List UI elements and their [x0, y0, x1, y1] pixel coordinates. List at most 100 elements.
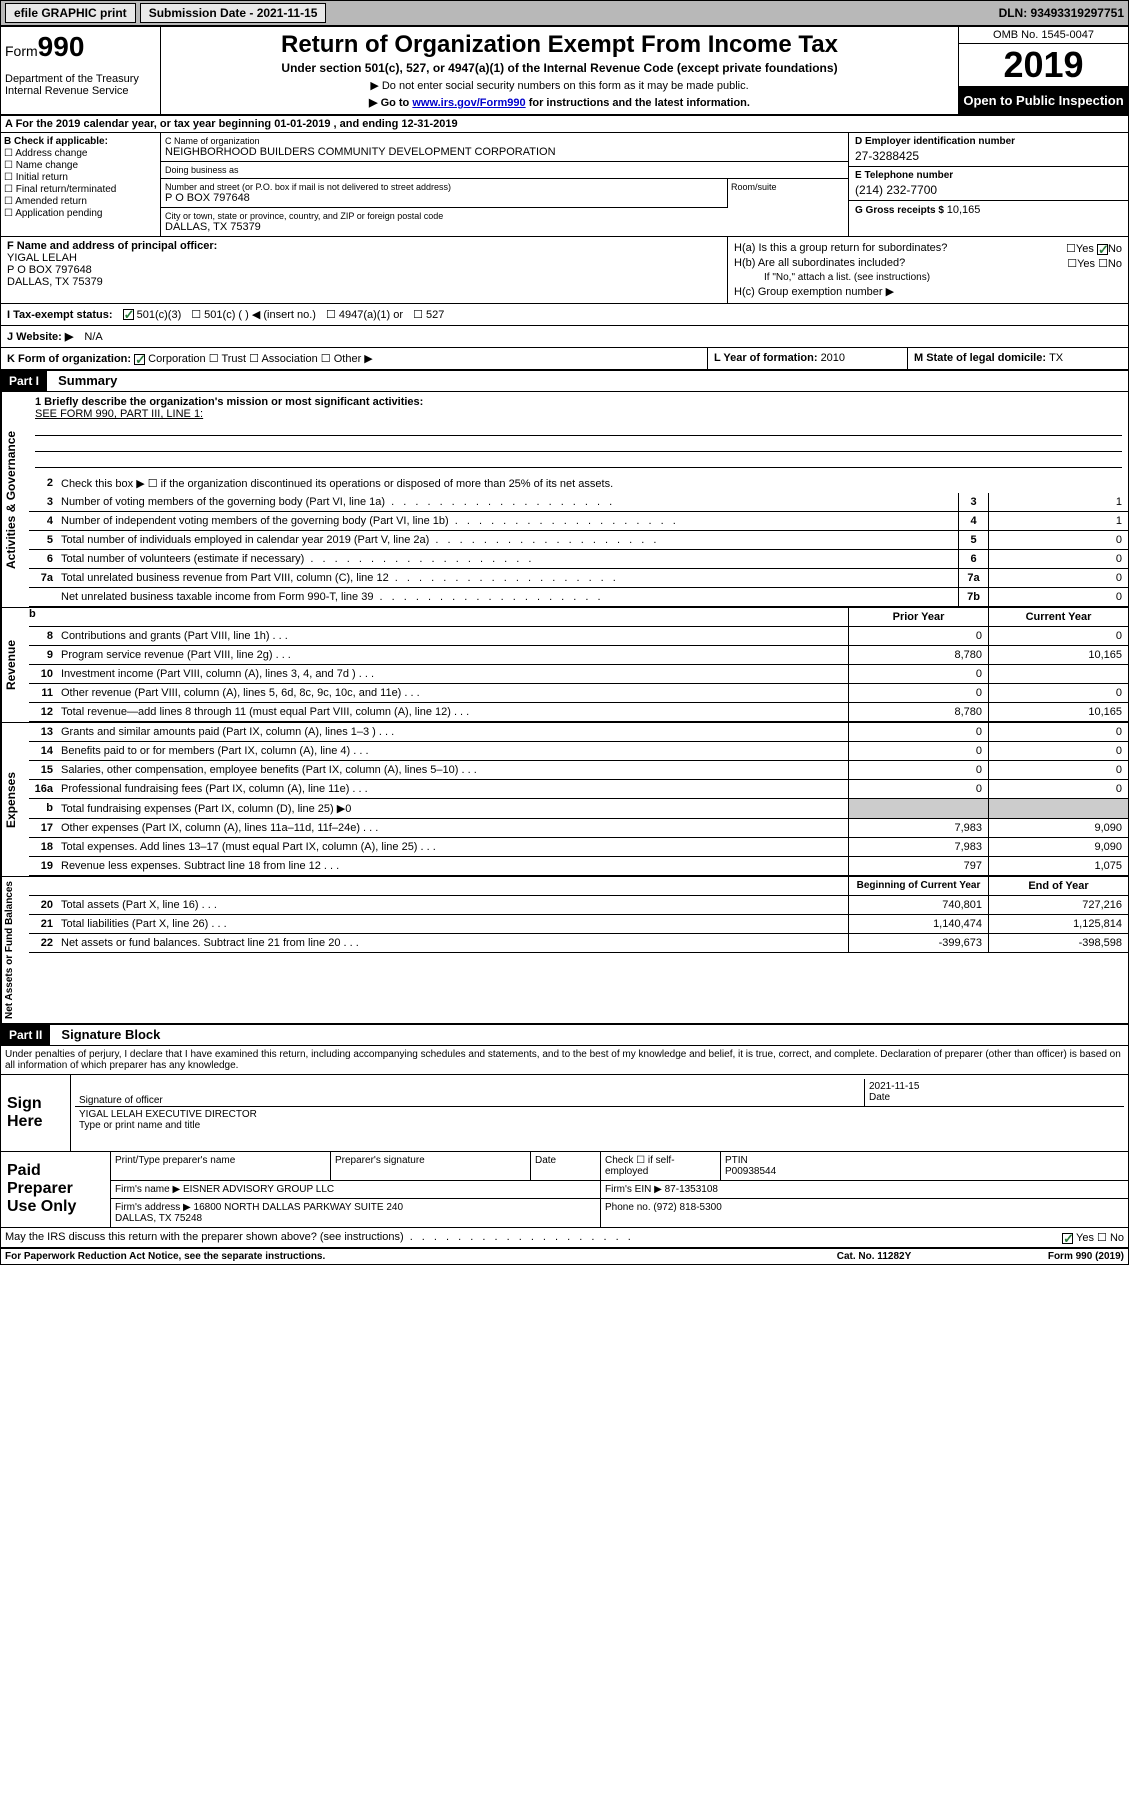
ptin-cell: PTINP00938544 — [721, 1152, 1128, 1180]
tax-year-line: A For the 2019 calendar year, or tax yea… — [1, 116, 1128, 133]
h-b-row: H(b) Are all subordinates included? ☐Yes… — [734, 257, 1122, 270]
footer-cat: Cat. No. 11282Y — [774, 1251, 974, 1262]
4947-check[interactable]: ☐ 4947(a)(1) or — [326, 308, 403, 321]
section-a-through-g: B Check if applicable: ☐ Address change … — [1, 133, 1128, 237]
h-b-label: H(b) Are all subordinates included? — [734, 257, 1002, 270]
h-a-checks: ☐Yes No — [1002, 242, 1122, 255]
mission-line-2 — [35, 422, 1122, 436]
gov-line: 4Number of independent voting members of… — [29, 512, 1128, 531]
city-value: DALLAS, TX 75379 — [165, 221, 844, 233]
data-line: 14Benefits paid to or for members (Part … — [29, 742, 1128, 761]
beg-year-hdr: Beginning of Current Year — [848, 877, 988, 895]
phone-label: E Telephone number — [855, 170, 1122, 181]
exp-content: 13Grants and similar amounts paid (Part … — [29, 723, 1128, 876]
header-middle: Return of Organization Exempt From Incom… — [161, 27, 958, 114]
website-value: N/A — [84, 331, 102, 343]
net-assets-section: Net Assets or Fund Balances Beginning of… — [1, 876, 1128, 1023]
data-line: 12Total revenue—add lines 8 through 11 (… — [29, 703, 1128, 722]
data-line: 11Other revenue (Part VIII, column (A), … — [29, 684, 1128, 703]
discuss-yes-check[interactable] — [1062, 1233, 1073, 1244]
group-return-section: H(a) Is this a group return for subordin… — [728, 237, 1128, 303]
501c-check[interactable]: ☐ 501(c) ( ) ◀ (insert no.) — [191, 308, 316, 321]
corp-check[interactable] — [134, 354, 145, 365]
527-check[interactable]: ☐ 527 — [413, 308, 444, 321]
suite-label: Room/suite — [731, 182, 845, 192]
chk-final-return[interactable]: ☐ Final return/terminated — [4, 184, 157, 195]
part-ii-badge: Part II — [1, 1025, 50, 1045]
rev-vlabel: Revenue — [1, 608, 29, 722]
mission-block: 1 Briefly describe the organization's mi… — [29, 392, 1128, 474]
mission-text: SEE FORM 990, PART III, LINE 1: — [35, 408, 1122, 420]
header-left: Form990 Department of the Treasury Inter… — [1, 27, 161, 114]
header-right: OMB No. 1545-0047 2019 Open to Public In… — [958, 27, 1128, 114]
h-a-no-check[interactable] — [1097, 244, 1108, 255]
prep-name-label: Print/Type preparer's name — [111, 1152, 331, 1180]
chk-application-pending[interactable]: ☐ Application pending — [4, 208, 157, 219]
efile-button[interactable]: efile GRAPHIC print — [5, 3, 136, 23]
data-line: 10Investment income (Part VIII, column (… — [29, 665, 1128, 684]
data-line: 9Program service revenue (Part VIII, lin… — [29, 646, 1128, 665]
footer-pra: For Paperwork Reduction Act Notice, see … — [5, 1251, 774, 1262]
officer-addr1: P O BOX 797648 — [7, 264, 721, 276]
public-inspection-label: Open to Public Inspection — [959, 87, 1128, 114]
end-year-hdr: End of Year — [988, 877, 1128, 895]
city-label: City or town, state or province, country… — [165, 211, 844, 221]
h-c-label: H(c) Group exemption number ▶ — [734, 285, 1122, 298]
data-line: 21Total liabilities (Part X, line 26) . … — [29, 915, 1128, 934]
street-value: P O BOX 797648 — [165, 192, 723, 204]
chk-amended-return[interactable]: ☐ Amended return — [4, 196, 157, 207]
firm-phone-cell: Phone no. (972) 818-5300 — [601, 1199, 1128, 1227]
expenses-section: Expenses 13Grants and similar amounts pa… — [1, 722, 1128, 876]
phone-cell: E Telephone number (214) 232-7700 — [849, 167, 1128, 201]
activities-governance-section: Activities & Governance 1 Briefly descri… — [1, 392, 1128, 607]
net-header-spacer — [29, 877, 848, 895]
h-b-checks: ☐Yes ☐No — [1002, 257, 1122, 270]
org-name-value: NEIGHBORHOOD BUILDERS COMMUNITY DEVELOPM… — [165, 146, 844, 158]
sig-name-label: Type or print name and title — [79, 1120, 1120, 1131]
submission-date-button[interactable]: Submission Date - 2021-11-15 — [140, 3, 327, 23]
principal-officer: F Name and address of principal officer:… — [1, 237, 728, 303]
column-b-checkboxes: B Check if applicable: ☐ Address change … — [1, 133, 161, 236]
rev-header-spacer: b — [29, 608, 848, 626]
h-c-row: H(c) Group exemption number ▶ — [734, 285, 1122, 298]
chk-address-change[interactable]: ☐ Address change — [4, 148, 157, 159]
sig-officer-line: Signature of officer 2021-11-15 Date — [75, 1079, 1124, 1107]
goto-pre: ▶ Go to — [369, 97, 412, 109]
data-line: 19Revenue less expenses. Subtract line 1… — [29, 857, 1128, 876]
data-line: 13Grants and similar amounts paid (Part … — [29, 723, 1128, 742]
revenue-section: Revenue b Prior Year Current Year 8Contr… — [1, 607, 1128, 722]
page-footer: For Paperwork Reduction Act Notice, see … — [1, 1249, 1128, 1264]
section-f-h: F Name and address of principal officer:… — [1, 237, 1128, 304]
mission-label: 1 Briefly describe the organization's mi… — [35, 396, 1122, 408]
data-line: 18Total expenses. Add lines 13–17 (must … — [29, 838, 1128, 857]
chk-name-change[interactable]: ☐ Name change — [4, 160, 157, 171]
paid-preparer-block: Paid Preparer Use Only Print/Type prepar… — [1, 1152, 1128, 1228]
gov-content: 1 Briefly describe the organization's mi… — [29, 392, 1128, 607]
gross-receipts-value: 10,165 — [947, 204, 981, 216]
org-name-cell: C Name of organization NEIGHBORHOOD BUIL… — [161, 133, 848, 162]
dln-label: DLN: 93493319297751 — [999, 6, 1124, 20]
officer-label: F Name and address of principal officer: — [7, 240, 721, 252]
sig-date-cell: 2021-11-15 Date — [864, 1079, 1124, 1106]
h-a-row: H(a) Is this a group return for subordin… — [734, 242, 1122, 255]
h-b-note: If "No," attach a list. (see instruction… — [764, 272, 1122, 283]
footer-form: Form 990 (2019) — [974, 1251, 1124, 1262]
prep-self-label: Check ☐ if self-employed — [601, 1152, 721, 1180]
chk-initial-return[interactable]: ☐ Initial return — [4, 172, 157, 183]
gov-vlabel: Activities & Governance — [1, 392, 29, 607]
street-cell: Number and street (or P.O. box if mail i… — [161, 179, 728, 208]
firm-addr-cell: Firm's address ▶ 16800 NORTH DALLAS PARK… — [111, 1199, 601, 1227]
sig-date-label: Date — [869, 1092, 1120, 1103]
form-title: Return of Organization Exempt From Incom… — [165, 31, 954, 59]
street-label: Number and street (or P.O. box if mail i… — [165, 182, 723, 192]
gov-line: Net unrelated business taxable income fr… — [29, 588, 1128, 607]
501c3-check[interactable]: 501(c)(3) — [123, 309, 182, 321]
website-row: J Website: ▶ N/A — [1, 326, 1128, 348]
current-year-hdr: Current Year — [988, 608, 1128, 626]
form990-link[interactable]: www.irs.gov/Form990 — [412, 97, 525, 109]
sign-here-block: Sign Here Signature of officer 2021-11-1… — [1, 1075, 1128, 1152]
department-label: Department of the Treasury Internal Reve… — [5, 73, 156, 97]
website-label: J Website: ▶ — [7, 331, 73, 343]
prior-year-hdr: Prior Year — [848, 608, 988, 626]
column-c-org-info: C Name of organization NEIGHBORHOOD BUIL… — [161, 133, 848, 236]
